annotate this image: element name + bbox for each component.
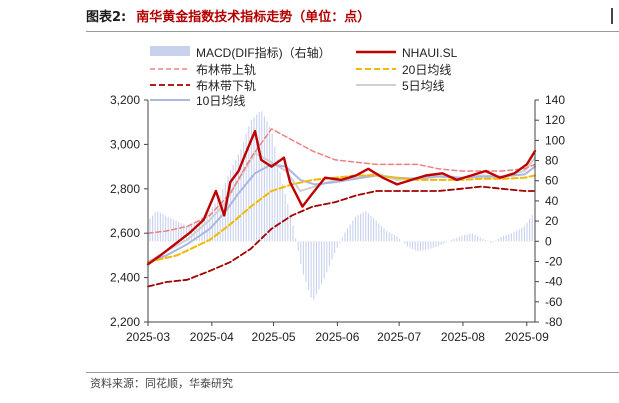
macd-bars bbox=[149, 111, 533, 300]
left-tick-label-1: 2,400 bbox=[110, 271, 140, 285]
x-tick-label-6: 2025-09 bbox=[505, 330, 549, 344]
right-tick-label-5: 20 bbox=[545, 214, 559, 228]
x-tick-label-4: 2025-07 bbox=[377, 330, 421, 344]
figure-label: 图表2: bbox=[86, 10, 127, 25]
legend-boll-lower-label: 布林带下轨 bbox=[196, 79, 256, 93]
right-tick-label-6: 40 bbox=[545, 194, 559, 208]
left-tick-label-0: 2,200 bbox=[110, 315, 140, 329]
left-tick-label-3: 2,800 bbox=[110, 182, 140, 196]
left-tick-label-5: 3,200 bbox=[110, 93, 140, 107]
figure-title-text: 南华黄金指数技术指标走势（单位：点） bbox=[136, 10, 371, 25]
right-tick-label-2: -40 bbox=[545, 275, 563, 289]
series-boll-lower bbox=[147, 185, 536, 288]
figure-title: 图表2: 南华黄金指数技术指标走势（单位：点） bbox=[86, 6, 619, 30]
right-tick-label-4: 0 bbox=[545, 234, 552, 248]
x-tick-label-3: 2025-06 bbox=[315, 330, 359, 344]
left-tick-label-2: 2,600 bbox=[110, 226, 140, 240]
legend-ma20-label: 20日均线 bbox=[402, 63, 451, 77]
right-tick-label-0: -80 bbox=[545, 315, 563, 329]
next-figure-edge bbox=[611, 8, 619, 24]
series-ma10 bbox=[147, 163, 536, 264]
legend-nhauisl-label: NHAUI.SL bbox=[402, 46, 458, 60]
legend-ma10-label: 10日均线 bbox=[196, 94, 245, 108]
gold-index-chart: 2,200 2,400 2,600 2,800 3,000 3,200 -80 -60 -40 -… bbox=[110, 45, 565, 344]
right-tick-label-8: 80 bbox=[545, 154, 559, 168]
right-tick-label-7: 60 bbox=[545, 174, 559, 188]
series-boll-upper bbox=[147, 128, 536, 234]
x-tick-label-1: 2025-04 bbox=[190, 330, 234, 344]
legend-macd-label: MACD(DIF指标)（右轴） bbox=[196, 45, 331, 60]
legend-boll-upper-label: 布林带上轨 bbox=[196, 63, 256, 77]
right-tick-label-1: -60 bbox=[545, 295, 563, 309]
right-tick-label-9: 100 bbox=[545, 133, 565, 147]
right-tick-label-11: 140 bbox=[545, 93, 565, 107]
right-tick-label-3: -20 bbox=[545, 254, 563, 268]
x-tick-label-0: 2025-03 bbox=[126, 330, 170, 344]
x-tick-label-2: 2025-05 bbox=[252, 330, 296, 344]
series-nhauisl bbox=[146, 129, 537, 266]
x-tick-label-5: 2025-08 bbox=[441, 330, 485, 344]
right-tick-label-10: 120 bbox=[545, 113, 565, 127]
series-ma5 bbox=[147, 152, 536, 264]
source-note: 资料来源：同花顺，华泰研究 bbox=[90, 377, 233, 390]
top-rule bbox=[86, 31, 619, 32]
legend-macd-swatch bbox=[150, 46, 190, 56]
series-lines bbox=[146, 128, 537, 288]
left-tick-label-4: 3,000 bbox=[110, 137, 140, 151]
axes: 2,200 2,400 2,600 2,800 3,000 3,200 -80 -60 -40 -… bbox=[110, 93, 565, 344]
bottom-rule bbox=[86, 372, 619, 373]
legend-ma5-label: 5日均线 bbox=[402, 79, 445, 93]
series-ma20 bbox=[147, 174, 536, 264]
